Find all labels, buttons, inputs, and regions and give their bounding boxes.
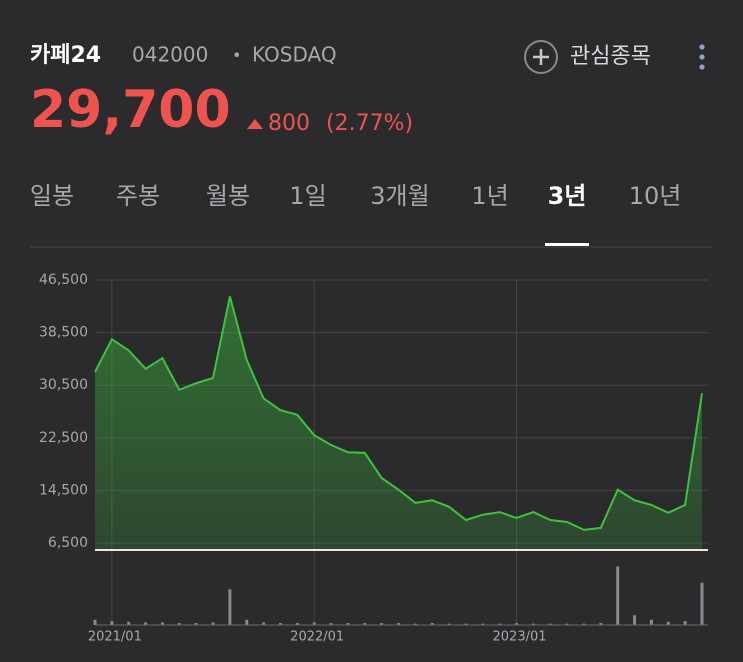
volume-bar [363, 623, 367, 625]
volume-bar [312, 622, 316, 625]
volume-bar [582, 623, 586, 625]
volume-bar [633, 615, 637, 625]
tab[interactable]: 1일 [289, 182, 326, 210]
volume-bar [93, 619, 97, 625]
plus-icon [524, 40, 558, 74]
volume-bar [177, 623, 181, 625]
volume-bar [228, 589, 232, 625]
x-tick-label: 2023/01 [493, 630, 547, 645]
volume-bar [380, 623, 384, 625]
dot [699, 64, 705, 70]
volume-bar [127, 621, 131, 625]
volume-bar [430, 623, 434, 625]
change-rate: (2.77%) [326, 111, 413, 136]
plus-sign [533, 49, 549, 65]
volume-bar [447, 623, 451, 625]
volume-bar [616, 566, 620, 625]
watch-button[interactable]: 관심종목 [524, 40, 651, 74]
y-tick-label: 6,500 [48, 535, 88, 551]
volume-bar [666, 621, 670, 625]
volume-bar [464, 623, 468, 625]
y-tick-label: 38,500 [39, 325, 88, 341]
volume-bar [531, 623, 535, 625]
price-area [95, 296, 702, 550]
tab[interactable]: 일봉 [30, 182, 74, 210]
volume-bar [515, 623, 519, 625]
volume-bar [599, 623, 603, 625]
y-tick-label: 14,500 [39, 482, 88, 498]
volume-bar [160, 622, 164, 625]
volume-bar [498, 623, 502, 625]
volume-bar [413, 623, 417, 625]
stock-code: 042000 [132, 43, 208, 67]
dot [699, 54, 705, 60]
more-menu[interactable] [699, 44, 705, 70]
up-arrow [247, 119, 263, 129]
volume-bar [565, 623, 569, 625]
x-tick-label: 2021/01 [88, 630, 142, 645]
price: 29,700 [30, 80, 231, 140]
separator: • [232, 46, 241, 65]
y-tick-label: 22,500 [39, 430, 88, 446]
volume-bar [481, 623, 485, 625]
volume-bar [548, 623, 552, 625]
tab[interactable]: 1년 [471, 182, 508, 210]
change: 800 [268, 111, 310, 136]
volume-bar [144, 622, 148, 625]
dot [699, 44, 705, 50]
volume-bar [329, 623, 333, 625]
tab[interactable]: 10년 [629, 182, 682, 210]
price-line [94, 296, 703, 531]
volume-bar [278, 623, 282, 625]
y-tick-label: 30,500 [39, 377, 88, 393]
tab[interactable]: 주봉 [116, 182, 160, 210]
tab-underline [545, 243, 589, 246]
volume-bar [211, 622, 215, 625]
tab[interactable]: 월봉 [206, 182, 250, 210]
volume-bar [110, 621, 114, 625]
tab-bar: 일봉 주봉 월봉 1일 3개월 1년 3년 10년 [30, 182, 681, 246]
volume-bar [397, 623, 400, 625]
y-tick-label: 46,500 [39, 272, 88, 288]
volume-bar [245, 619, 249, 625]
tab[interactable]: 3년 [548, 182, 587, 210]
volume-bar [262, 622, 266, 625]
x-tick-label: 2022/01 [290, 630, 344, 645]
volume-bar [700, 582, 704, 625]
market: KOSDAQ [252, 43, 337, 67]
volume-bar [346, 623, 350, 625]
volume-bar [295, 623, 299, 625]
volume-bar [683, 621, 687, 625]
chart: 46,500 38,500 30,500 22,500 14,500 6,500 2021/… [39, 272, 708, 645]
tab[interactable]: 3개월 [370, 182, 429, 210]
volume-bar [194, 623, 198, 625]
stock-name: 카페24 [30, 43, 101, 68]
watch-label: 관심종목 [570, 44, 651, 69]
volume-bar [649, 619, 653, 625]
